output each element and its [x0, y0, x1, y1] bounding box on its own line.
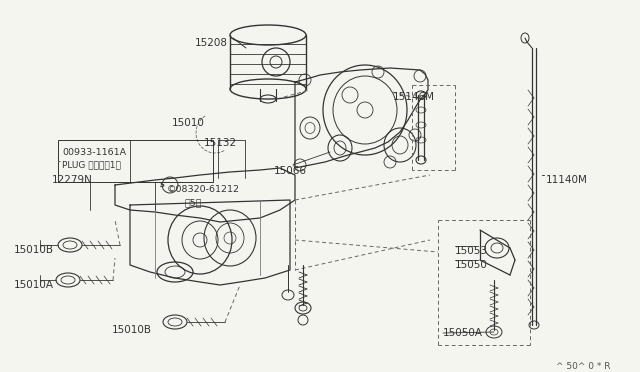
Text: （5）: （5）: [185, 198, 202, 207]
Text: 00933-1161A: 00933-1161A: [62, 148, 126, 157]
Text: 15208: 15208: [195, 38, 228, 48]
Text: S: S: [159, 182, 164, 188]
Text: 12279N: 12279N: [52, 175, 93, 185]
Text: 15053: 15053: [455, 246, 488, 256]
Text: 15010A: 15010A: [14, 280, 54, 290]
Text: 15066: 15066: [274, 166, 307, 176]
Text: 15010B: 15010B: [112, 325, 152, 335]
Bar: [58, 140, 213, 182]
Text: PLUG プラグ（1）: PLUG プラグ（1）: [62, 160, 121, 169]
Text: 11140M: 11140M: [546, 175, 588, 185]
Text: 15010B: 15010B: [14, 245, 54, 255]
Text: 15132: 15132: [204, 138, 237, 148]
Text: ©08320-61212: ©08320-61212: [167, 185, 240, 194]
Text: ^ 50^ 0 * R: ^ 50^ 0 * R: [556, 362, 610, 371]
Text: 15050: 15050: [455, 260, 488, 270]
Text: 15010: 15010: [172, 118, 205, 128]
Text: 15146M: 15146M: [393, 92, 435, 102]
Text: 15050A: 15050A: [443, 328, 483, 338]
